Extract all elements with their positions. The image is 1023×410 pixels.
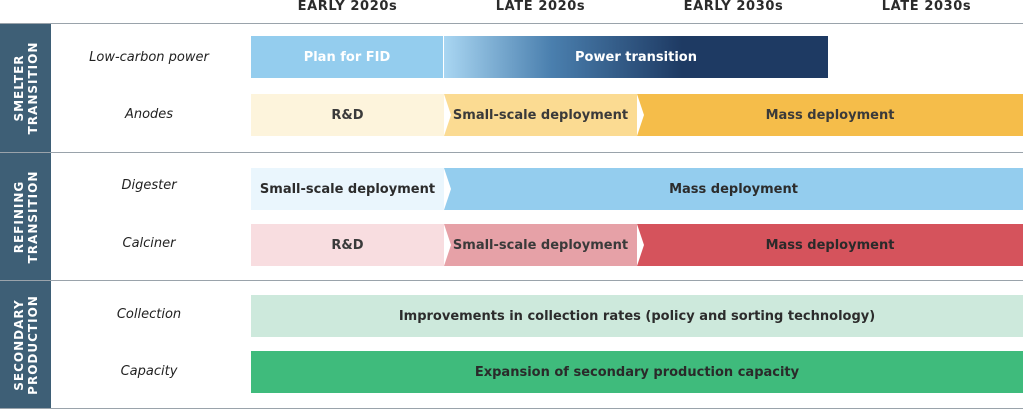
bar-calciner-small-scale: Small-scale deployment xyxy=(444,224,637,266)
row-label-calciner: Calciner xyxy=(122,236,176,251)
section-secondary-production: SECONDARY PRODUCTION xyxy=(0,281,51,408)
section-label-line1: SMELTER xyxy=(11,54,26,122)
bar-power-transition: Power transition xyxy=(444,36,828,78)
period-late-2030s: LATE 2030s xyxy=(881,0,972,14)
section-label-line2: TRANSITION xyxy=(25,170,40,263)
bar-anodes-rd: R&D xyxy=(251,94,444,136)
divider-top xyxy=(0,23,1023,24)
bar-calciner-mass: Mass deployment xyxy=(637,224,1023,266)
period-early-2020s: EARLY 2020s xyxy=(297,0,398,14)
row-label-digester: Digester xyxy=(121,178,177,193)
section-label-line1: REFINING xyxy=(11,180,26,253)
divider-refining-secondary xyxy=(0,280,1023,281)
bar-digester-mass: Mass deployment xyxy=(444,168,1023,210)
bar-anodes-mass: Mass deployment xyxy=(637,94,1023,136)
section-label-line1: SECONDARY xyxy=(11,298,26,391)
bar-plan-for-fid: Plan for FID xyxy=(251,36,443,78)
bar-collection: Improvements in collection rates (policy… xyxy=(251,295,1023,337)
period-late-2020s: LATE 2020s xyxy=(495,0,586,14)
bar-capacity: Expansion of secondary production capaci… xyxy=(251,351,1023,393)
row-label-low-carbon-power: Low-carbon power xyxy=(89,50,209,65)
row-label-anodes: Anodes xyxy=(124,107,174,122)
section-label-line2: TRANSITION xyxy=(25,41,40,135)
divider-smelter-refining xyxy=(0,152,1023,153)
section-refining-transition: REFINING TRANSITION xyxy=(0,153,51,280)
section-label-line2: PRODUCTION xyxy=(25,294,40,395)
bar-calciner-rd: R&D xyxy=(251,224,444,266)
period-early-2030s: EARLY 2030s xyxy=(683,0,784,14)
bar-digester-small-scale: Small-scale deployment xyxy=(251,168,444,210)
row-label-collection: Collection xyxy=(116,307,182,322)
section-smelter-transition: SMELTER TRANSITION xyxy=(0,24,51,152)
bar-anodes-small-scale: Small-scale deployment xyxy=(444,94,637,136)
row-label-capacity: Capacity xyxy=(120,364,178,379)
divider-bottom xyxy=(0,408,1023,409)
